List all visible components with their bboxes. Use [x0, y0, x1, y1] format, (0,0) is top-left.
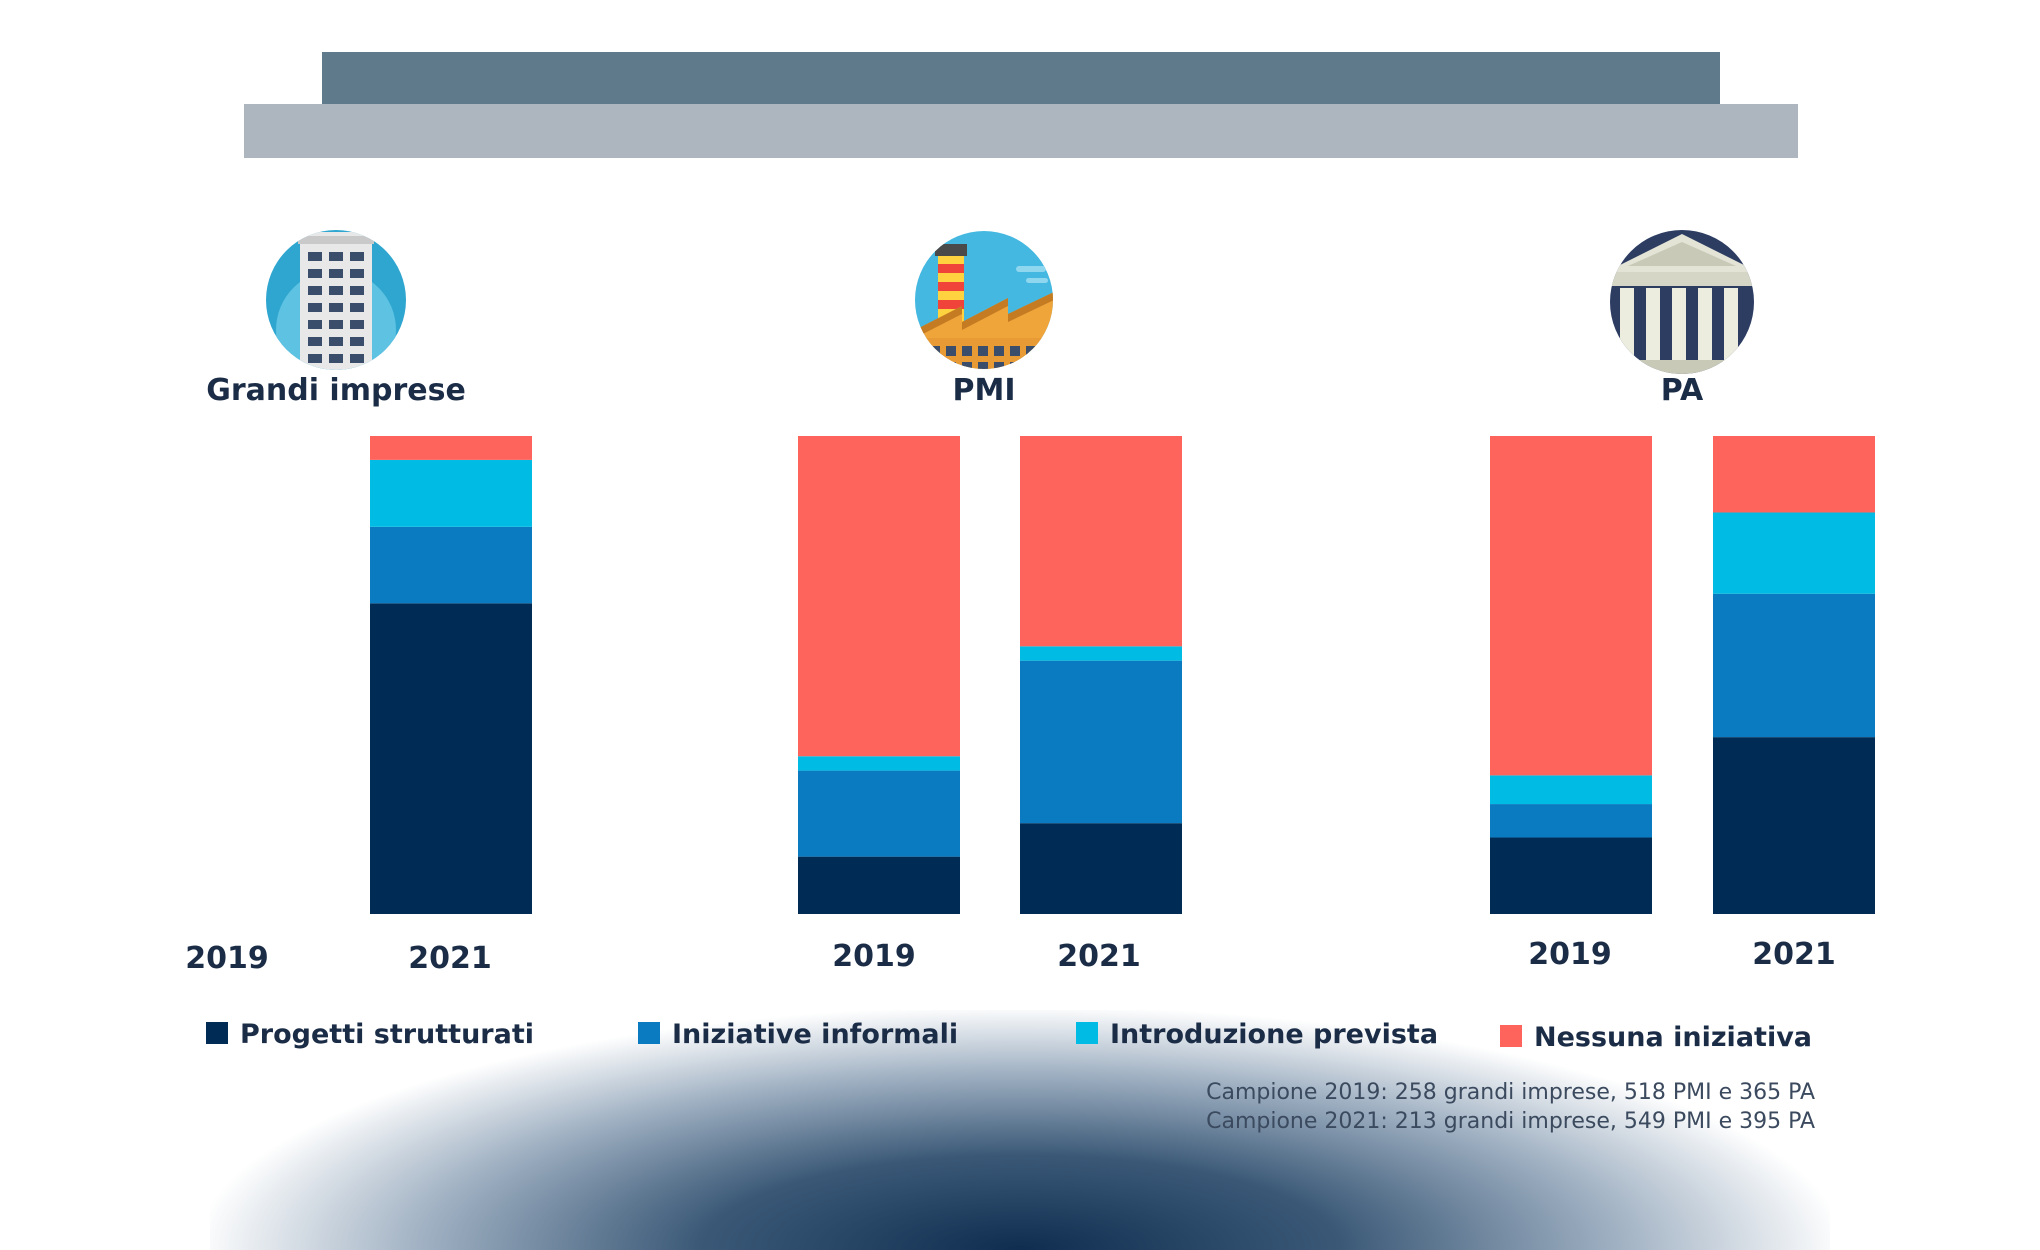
group-title-pmi: PMI	[952, 373, 1015, 408]
bars-layer	[370, 436, 1875, 914]
year-label-pmi-2021: 2021	[1057, 939, 1141, 974]
bar-segment-grandi-imprese-2021-iniziative-informali	[370, 526, 532, 604]
stacked-bar-chart: Grandi imprese PMI PA 2019 2021 2019 202…	[185, 230, 1875, 1053]
year-label-pa-2021: 2021	[1752, 937, 1836, 972]
bar-segment-pa-2021-iniziative-informali	[1713, 593, 1875, 738]
bar-segment-pmi-2019-progetti-strutturati	[798, 856, 960, 914]
government-building-icon	[1610, 230, 1754, 374]
legend-swatch-nessuna-iniziativa	[1500, 1025, 1522, 1047]
bar-segment-pmi-2019-iniziative-informali	[798, 770, 960, 857]
legend-label-nessuna-iniziativa: Nessuna iniziativa	[1534, 1022, 1812, 1053]
legend-label-iniziative-informali: Iniziative informali	[672, 1019, 958, 1050]
sample-note-2021: Campione 2021: 213 grandi imprese, 549 P…	[1206, 1109, 1815, 1134]
bar-segment-grandi-imprese-2021-progetti-strutturati	[370, 603, 532, 914]
legend-label-introduzione-prevista: Introduzione prevista	[1110, 1019, 1438, 1050]
bar-segment-pmi-2021-nessuna-iniziativa	[1020, 436, 1182, 647]
bar-segment-pmi-2021-introduzione-prevista	[1020, 646, 1182, 661]
bar-segment-pa-2021-nessuna-iniziativa	[1713, 436, 1875, 513]
bar-segment-pa-2021-progetti-strutturati	[1713, 737, 1875, 914]
legend-swatch-iniziative-informali	[638, 1022, 660, 1044]
group-title-pa: PA	[1661, 373, 1704, 408]
legend-label-progetti-strutturati: Progetti strutturati	[240, 1019, 534, 1050]
bar-segment-pmi-2021-iniziative-informali	[1020, 660, 1182, 824]
bar-segment-pa-2019-iniziative-informali	[1490, 804, 1652, 838]
legend-swatch-introduzione-prevista	[1076, 1022, 1098, 1044]
office-building-icon	[266, 230, 406, 370]
bar-segment-grandi-imprese-2021-nessuna-iniziativa	[370, 436, 532, 460]
year-label-pmi-2019: 2019	[832, 939, 916, 974]
legend-swatch-progetti-strutturati	[206, 1022, 228, 1044]
year-label-grandi-2021: 2021	[408, 941, 492, 976]
bar-segment-pmi-2019-introduzione-prevista	[798, 756, 960, 771]
sample-notes: Campione 2019: 258 grandi imprese, 518 P…	[1206, 1078, 1815, 1136]
header-bar-top	[322, 52, 1720, 104]
legend: Progetti strutturati Iniziative informal…	[206, 1019, 1812, 1053]
bar-segment-pmi-2019-nessuna-iniziativa	[798, 436, 960, 757]
bar-segment-grandi-imprese-2021-introduzione-prevista	[370, 459, 532, 527]
bar-segment-pa-2021-introduzione-prevista	[1713, 512, 1875, 594]
header-bar-bottom	[244, 104, 1798, 158]
bar-segment-pa-2019-nessuna-iniziativa	[1490, 436, 1652, 776]
sample-note-2019: Campione 2019: 258 grandi imprese, 518 P…	[1206, 1080, 1815, 1105]
bar-segment-pa-2019-progetti-strutturati	[1490, 837, 1652, 914]
factory-icon	[915, 231, 1053, 369]
bar-segment-pa-2019-introduzione-prevista	[1490, 775, 1652, 805]
group-title-grandi-imprese: Grandi imprese	[206, 373, 466, 408]
year-label-pa-2019: 2019	[1528, 937, 1612, 972]
year-label-grandi-2019: 2019	[185, 941, 269, 976]
bar-segment-pmi-2021-progetti-strutturati	[1020, 823, 1182, 914]
